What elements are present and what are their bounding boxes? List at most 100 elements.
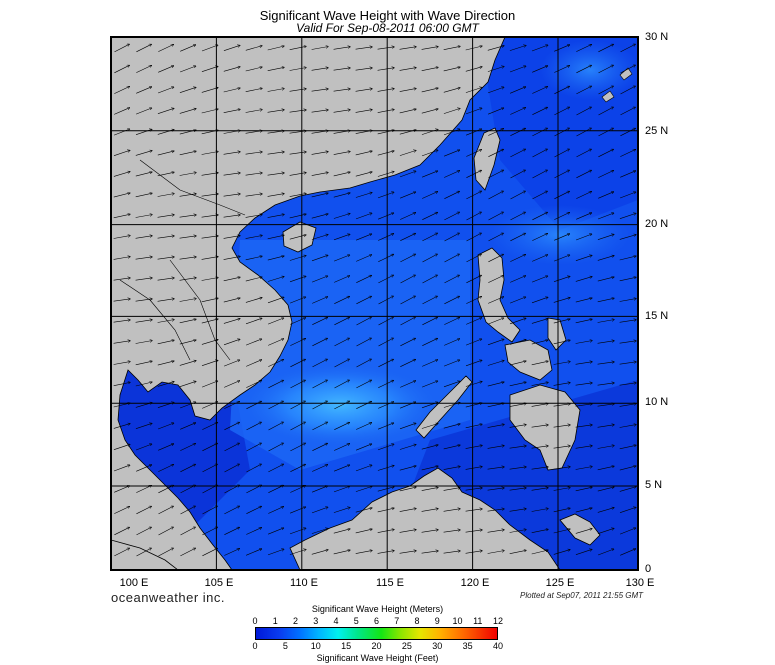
wave-direction-arrow (157, 382, 174, 387)
wave-direction-arrow (223, 67, 240, 72)
wave-direction-arrow (114, 44, 130, 53)
wave-direction-arrow (443, 530, 461, 533)
wave-direction-arrow (531, 467, 549, 470)
wave-direction-arrow (597, 256, 614, 261)
wave-direction-arrow (510, 276, 526, 283)
wave-direction-arrow (510, 170, 526, 179)
wave-direction-arrow (179, 278, 197, 281)
wave-direction-arrow (114, 65, 129, 74)
wave-direction-arrow (201, 257, 219, 260)
wave-direction-arrow (465, 67, 482, 72)
wave-direction-arrow (224, 422, 239, 431)
colorbar-feet-tick: 10 (310, 641, 321, 651)
colorbar-meters-tick: 11 (473, 616, 483, 626)
wave-direction-arrow (289, 173, 307, 176)
wave-direction-arrow (620, 65, 636, 74)
wave-direction-arrow (532, 128, 547, 137)
wave-direction-arrow (267, 318, 284, 325)
wave-direction-arrow (135, 361, 153, 366)
wave-direction-arrow (400, 381, 416, 388)
wave-direction-arrow (267, 549, 284, 556)
wave-direction-arrow (575, 425, 593, 428)
wave-direction-arrow (355, 213, 372, 220)
colorbar-feet-tick: 30 (432, 641, 443, 651)
wave-direction-arrow (421, 67, 439, 71)
wave-direction-arrow (444, 317, 459, 325)
wave-direction-arrow (377, 508, 395, 513)
wave-direction-arrow (224, 443, 240, 452)
wave-direction-arrow (267, 235, 285, 240)
wave-direction-arrow (532, 191, 548, 200)
lat-label-30n: 30 N (645, 31, 669, 43)
wave-direction-arrow (245, 67, 263, 72)
wave-direction-arrow (135, 278, 153, 281)
wave-direction-arrow (246, 443, 262, 452)
wave-direction-arrow (311, 110, 329, 113)
wave-direction-arrow (245, 152, 263, 155)
wave-direction-arrow (443, 466, 461, 470)
wave-direction-arrow (466, 318, 482, 325)
wave-direction-arrow (400, 233, 415, 241)
wave-direction-arrow (400, 338, 415, 347)
wave-direction-arrow (619, 299, 637, 302)
wave-direction-arrow (531, 404, 549, 407)
wave-direction-arrow (421, 551, 439, 554)
wave-direction-arrow (466, 254, 482, 263)
colorbar-meters-tick: 8 (414, 616, 420, 626)
wave-direction-arrow (598, 86, 614, 95)
wave-direction-arrow (487, 318, 504, 325)
wave-direction-arrow (378, 296, 394, 305)
lon-label-120e: 120 E (460, 577, 490, 589)
wave-direction-arrow (399, 445, 416, 450)
wave-direction-arrow (487, 530, 505, 533)
wave-direction-arrow (157, 299, 175, 302)
wave-direction-arrow (597, 383, 615, 386)
wave-direction-arrow (443, 108, 460, 114)
wave-direction-arrow (312, 317, 327, 325)
wave-direction-arrow (268, 464, 283, 473)
wave-direction-arrow (575, 446, 593, 449)
wave-direction-arrow (311, 276, 328, 283)
land-hainan (282, 221, 317, 253)
wave-direction-arrow (378, 380, 393, 388)
wave-direction-arrow (201, 88, 218, 93)
wave-direction-arrow (267, 152, 285, 155)
land-sulawesi (559, 513, 601, 546)
wave-direction-arrow (488, 297, 504, 304)
wave-direction-arrow (531, 446, 549, 449)
wave-direction-arrow (290, 318, 306, 325)
wave-direction-arrow (334, 444, 350, 451)
wave-direction-arrow (619, 466, 636, 471)
colorbar-meters-title: Significant Wave Height (Meters) (311, 604, 444, 614)
wave-direction-arrow (135, 193, 153, 198)
wave-direction-arrow (157, 340, 175, 345)
wave-direction-arrow (377, 466, 394, 471)
colorbar-meters-tick: 1 (272, 616, 278, 626)
wave-direction-arrow (268, 401, 284, 410)
wave-direction-arrow (289, 68, 307, 71)
wave-direction-arrow (157, 423, 174, 430)
land-ryukyu-1 (601, 90, 615, 103)
colorbar-feet-tick: 15 (341, 641, 352, 651)
wave-direction-arrow (597, 508, 614, 513)
wave-direction-arrow (465, 530, 483, 533)
wave-direction-arrow (576, 170, 591, 179)
wave-direction-arrow (289, 256, 306, 261)
wave-direction-arrow (597, 277, 614, 282)
wave-direction-arrow (289, 507, 306, 514)
wave-direction-arrow (576, 86, 591, 95)
wave-direction-arrow (334, 296, 349, 304)
wave-direction-arrow (597, 446, 615, 449)
lat-lon-grid (111, 37, 638, 570)
wave-direction-arrow (378, 317, 394, 326)
wave-direction-arrow (466, 170, 481, 178)
wave-direction-arrow (400, 296, 416, 305)
wave-direction-arrow (158, 44, 173, 52)
wave-direction-arrow (553, 255, 570, 262)
wave-direction-arrow (290, 464, 305, 472)
wave-direction-arrow (246, 401, 261, 410)
wave-direction-arrow (597, 528, 614, 534)
wave-direction-arrow (224, 527, 239, 535)
wave-direction-arrow (356, 275, 371, 283)
wave-direction-arrow (135, 172, 152, 177)
